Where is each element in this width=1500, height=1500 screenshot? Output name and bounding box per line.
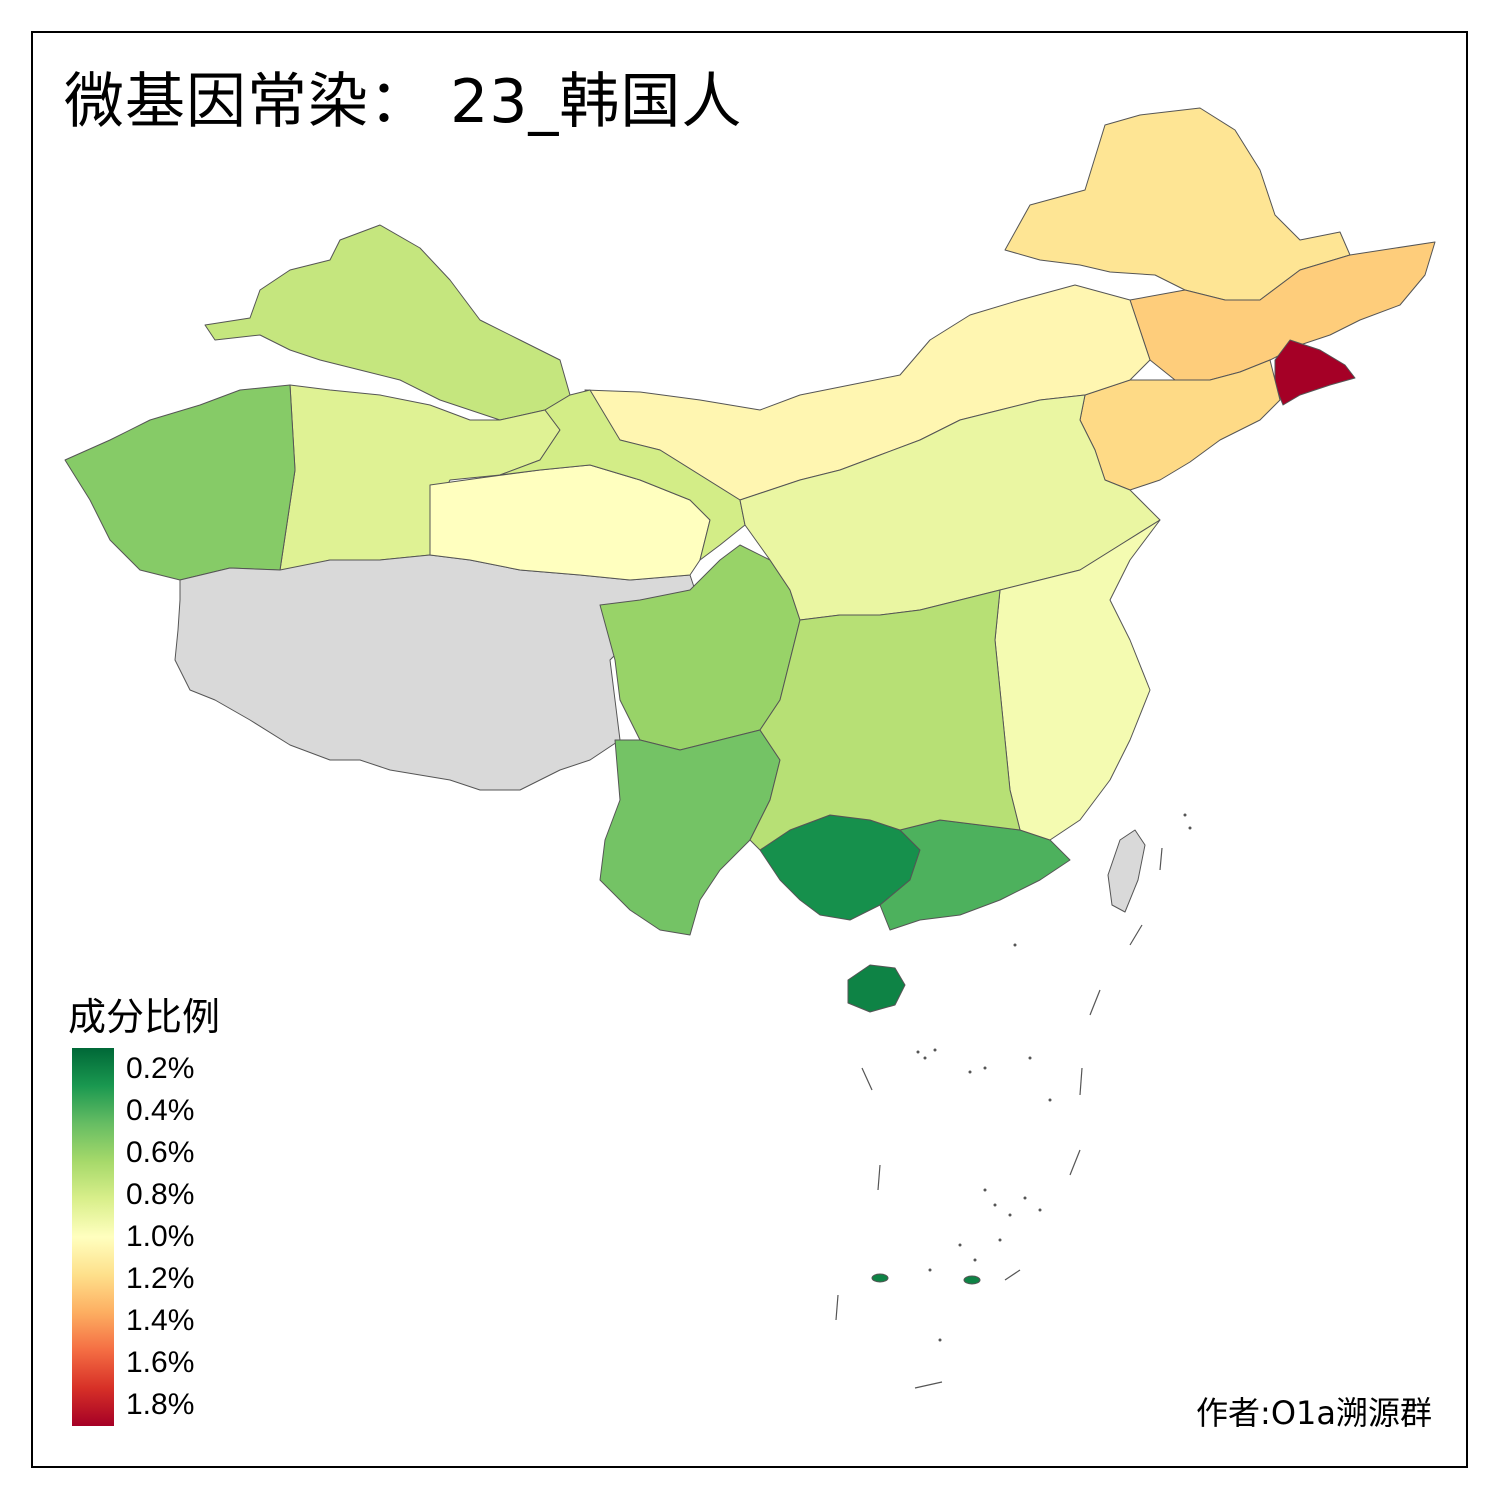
region-taiwan	[1107, 829, 1146, 913]
legend-colorbar	[72, 1048, 114, 1426]
legend-tick-label: 1.2%	[126, 1262, 195, 1295]
island-dot	[1013, 943, 1017, 947]
legend-tick-label: 1.8%	[126, 1388, 195, 1421]
legend-tick-label: 1.0%	[126, 1220, 195, 1253]
south-sea-dash-1	[861, 1067, 873, 1091]
south-sea-dash-6	[1069, 1149, 1081, 1176]
region-yunnan	[599, 729, 781, 936]
island-dot	[998, 1238, 1002, 1242]
region-hainan	[847, 964, 906, 1013]
region-gansu	[499, 389, 746, 561]
author-credit: 作者:O1a溯源群	[1196, 1394, 1432, 1432]
legend-title: 成分比例	[68, 995, 221, 1039]
island-dot	[1048, 1098, 1052, 1102]
south-sea-dash-5	[1004, 1269, 1021, 1281]
south-sea-dash-3	[835, 1294, 839, 1321]
legend-tick-label: 0.2%	[126, 1052, 195, 1085]
region-yanbian	[1274, 339, 1356, 406]
south-sea-island	[871, 1273, 889, 1283]
island-dot	[1028, 1056, 1032, 1060]
island-dot	[938, 1338, 942, 1342]
island-dot	[1038, 1208, 1042, 1212]
legend-tick-label: 0.8%	[126, 1178, 195, 1211]
island-dot	[1023, 1196, 1027, 1200]
region-tibet	[174, 554, 701, 791]
south-sea-island	[963, 1275, 981, 1285]
south-sea-dash-7	[1079, 1067, 1083, 1096]
island-dot	[1188, 826, 1192, 830]
map-frame	[31, 31, 1468, 1468]
region-xinjiang-west	[64, 384, 296, 581]
island-dot	[923, 1056, 927, 1060]
island-dot	[1008, 1213, 1012, 1217]
region-heilongjiang	[1004, 107, 1351, 301]
legend-tick-label: 0.4%	[126, 1094, 195, 1127]
island-dot	[993, 1203, 997, 1207]
map-title: 微基因常染： 23_韩国人	[64, 67, 743, 137]
south-sea-dash-4	[914, 1381, 943, 1389]
island-dot	[983, 1066, 987, 1070]
legend-tick-label: 1.4%	[126, 1304, 195, 1337]
south-sea-dash-8	[1089, 989, 1101, 1016]
island-dot	[933, 1048, 937, 1052]
legend-tick-label: 0.6%	[126, 1136, 195, 1169]
south-sea-dash-2	[877, 1164, 881, 1191]
south-sea-dash-9	[1129, 924, 1143, 946]
island-dot	[1183, 813, 1187, 817]
island-dot	[973, 1258, 977, 1262]
island-dot	[958, 1243, 962, 1247]
island-dot	[983, 1188, 987, 1192]
south-sea-dash-10	[1159, 847, 1163, 871]
region-central-south	[749, 589, 1021, 851]
island-dot	[928, 1268, 932, 1272]
legend-tick-label: 1.6%	[126, 1346, 195, 1379]
island-dot	[916, 1050, 920, 1054]
island-dot	[968, 1070, 972, 1074]
